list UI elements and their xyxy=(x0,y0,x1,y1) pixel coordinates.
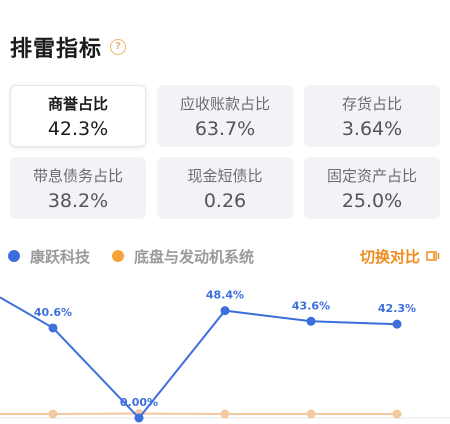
section-header: 排雷指标 ? xyxy=(10,30,127,64)
switch-compare-label: 切换对比 xyxy=(359,247,420,266)
metric-label: 现金短债比 xyxy=(187,166,263,185)
metric-card-receivables[interactable]: 应收账款占比 63.7% xyxy=(157,85,293,147)
metric-value: 3.64% xyxy=(341,117,403,140)
data-point xyxy=(48,323,58,333)
section-title: 排雷指标 xyxy=(10,37,103,62)
data-label: 48.4% xyxy=(206,289,244,302)
metric-label: 固定资产占比 xyxy=(326,166,417,185)
metric-value: 63.7% xyxy=(194,117,256,140)
data-point xyxy=(48,409,58,419)
data-point xyxy=(134,413,144,423)
metric-label: 应收账款占比 xyxy=(179,94,270,113)
metric-card-inventory[interactable]: 存货占比 3.64% xyxy=(304,85,440,147)
data-point xyxy=(220,306,230,316)
data-point xyxy=(392,409,402,419)
data-label: 42.3% xyxy=(378,302,416,315)
metric-value: 0.26 xyxy=(203,189,247,212)
data-point xyxy=(392,319,402,329)
legend-label: 康跃科技 xyxy=(30,247,91,266)
switch-compare-button[interactable]: 切换对比 xyxy=(360,246,440,267)
legend-item-company[interactable]: 康跃科技 xyxy=(8,246,90,267)
legend-dot-icon xyxy=(112,250,125,262)
data-label: 43.6% xyxy=(292,299,330,312)
legend-item-industry[interactable]: 底盘与发动机系统 xyxy=(112,246,254,267)
metric-label: 存货占比 xyxy=(341,94,402,113)
metric-value: 38.2% xyxy=(47,189,109,212)
metric-card-cash-short-debt[interactable]: 现金短债比 0.26 xyxy=(157,157,293,219)
metric-label: 带息债务占比 xyxy=(32,166,123,185)
metric-card-interest-debt[interactable]: 带息债务占比 38.2% xyxy=(10,157,146,219)
data-point xyxy=(306,409,316,419)
line-chart: 40.6% 0.00% 48.4% 43.6% 42.3% xyxy=(0,289,450,423)
metric-card-fixed-assets[interactable]: 固定资产占比 25.0% xyxy=(304,157,440,219)
metrics-grid: 商誉占比 42.3% 应收账款占比 63.7% 存货占比 3.64% 带息债务占… xyxy=(10,85,442,219)
metric-card-goodwill[interactable]: 商誉占比 42.3% xyxy=(10,85,146,147)
help-icon[interactable]: ? xyxy=(110,39,127,55)
metric-label: 商誉占比 xyxy=(47,94,108,113)
swap-compare-icon xyxy=(426,251,440,261)
legend-dot-icon xyxy=(8,250,20,262)
data-point xyxy=(306,316,316,326)
data-label: 40.6% xyxy=(34,306,72,319)
chart-legend: 康跃科技 底盘与发动机系统 切换对比 xyxy=(8,246,440,266)
metric-value: 42.3% xyxy=(47,117,109,140)
data-label: 0.00% xyxy=(120,396,158,409)
data-point xyxy=(220,409,230,419)
legend-label: 底盘与发动机系统 xyxy=(134,247,255,266)
series-line-1 xyxy=(0,296,398,420)
metric-value: 25.0% xyxy=(341,189,403,212)
